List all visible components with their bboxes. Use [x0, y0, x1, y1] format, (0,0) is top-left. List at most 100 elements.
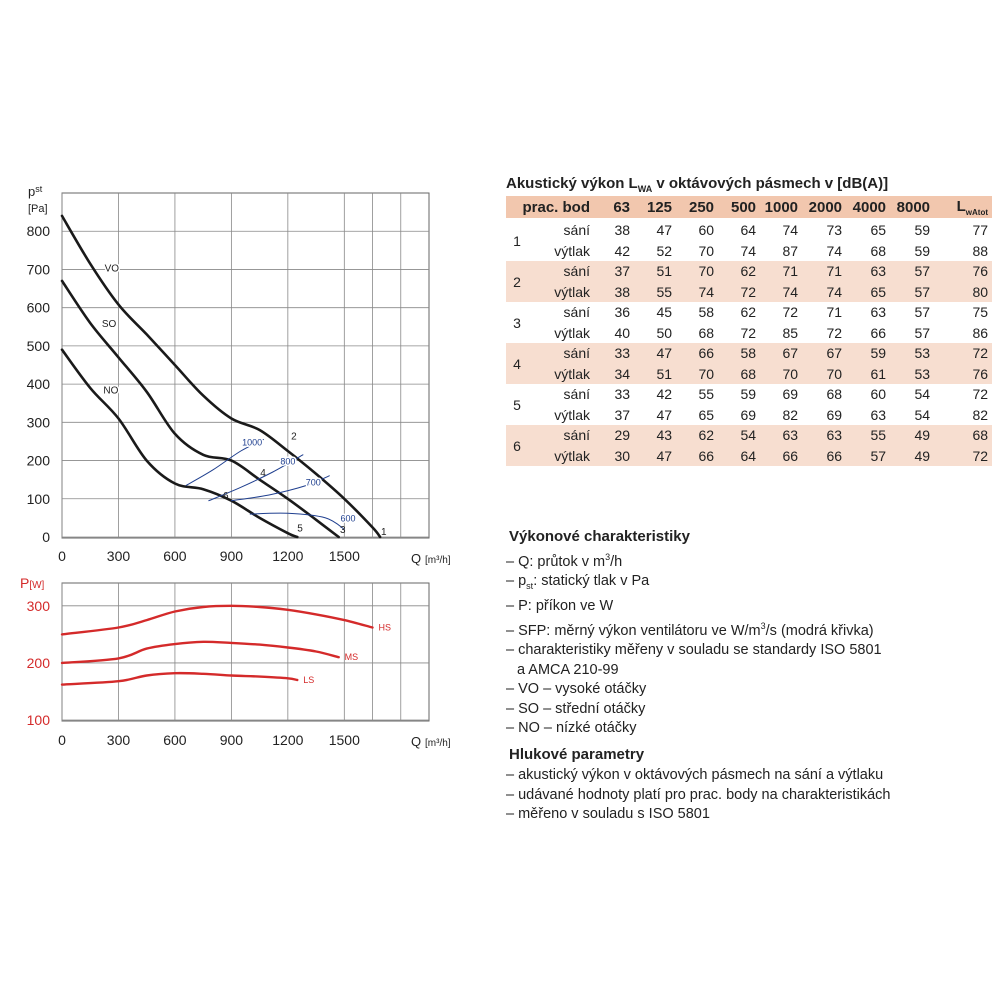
acoustic-side-label: výtlak	[528, 445, 595, 466]
acoustic-cell: 66	[802, 445, 847, 466]
fan-y-tick-400: 400	[27, 376, 51, 392]
acoustic-cell: 42	[614, 242, 631, 259]
acoustic-cell: 54	[914, 386, 931, 403]
acoustic-cell: 51	[634, 261, 677, 282]
acoustic-cell: 72	[740, 324, 757, 341]
acoustic-cell: 38	[614, 222, 631, 239]
fan-point-label-5: 5	[297, 523, 303, 534]
power-x-tick-0: 0	[58, 732, 66, 748]
fan-curve-label-SO: SO	[102, 319, 117, 330]
power-series-MS	[60, 640, 340, 665]
fan-x-tick-600: 600	[163, 548, 187, 564]
fan-y-tick-800: 800	[27, 223, 51, 239]
acoustic-cell: 47	[634, 445, 677, 466]
acoustic-cell: 37	[614, 406, 631, 423]
perf-item-standards-cont: a AMCA 210-99	[517, 661, 619, 678]
col-prac-bod: prac. bod	[506, 196, 595, 218]
acoustic-cell: 57	[846, 445, 891, 466]
fan-y-tick-500: 500	[27, 338, 51, 354]
fan-series-NO	[60, 348, 299, 539]
acoustic-cell: 55	[634, 281, 677, 302]
acoustic-cell: 51	[634, 363, 677, 384]
acoustic-side-label: sání	[563, 386, 591, 403]
acoustic-cell: 65	[698, 406, 715, 423]
acoustic-cell: 70	[760, 363, 803, 384]
acoustic-row-2-vytlak: výtlak 38 55 74 72 74 74 65 57 80	[506, 281, 993, 302]
power-y-axis-title: P[W]	[20, 575, 45, 591]
fan-y-tick-100: 100	[27, 491, 51, 507]
fan-y-axis-title: pst	[28, 184, 43, 199]
acoustic-cell: 58	[698, 304, 715, 321]
acoustic-cell: 63	[870, 406, 887, 423]
acoustic-cell: 82	[972, 406, 989, 423]
acoustic-cell: 53	[890, 363, 935, 384]
acoustic-cell: 58	[718, 343, 761, 364]
acoustic-side-label: sání	[528, 425, 595, 446]
noise-section: Hlukové parametry – akustický výkon v ok…	[506, 746, 986, 825]
fan-x-tick-300: 300	[107, 548, 131, 564]
col-125: 125	[634, 196, 677, 218]
acoustic-cell: 57	[890, 261, 935, 282]
acoustic-cell: 63	[802, 425, 847, 446]
acoustic-cell: 74	[740, 242, 757, 259]
fan-x-axis-unit: [m³/h]	[425, 555, 451, 566]
acoustic-cell: 54	[718, 425, 761, 446]
fan-curve-label-600: 600	[341, 514, 356, 524]
fan-curve-chart: 0 100 200 300 400 500 600 700 800 0 300 600 900 1200…	[27, 184, 451, 566]
fan-x-tick-900: 900	[220, 548, 244, 564]
power-series-HS	[60, 604, 374, 636]
acoustic-side-label: sání	[528, 261, 595, 282]
fan-y-tick-300: 300	[27, 414, 51, 430]
acoustic-cell: 59	[740, 386, 757, 403]
col-lwatot: LwAtot	[934, 196, 993, 218]
perf-item-standards: – charakteristiky měřeny v souladu se st…	[506, 641, 882, 658]
acoustic-cell: 65	[870, 222, 887, 239]
power-chart: 100 200 300 0 300 600 900 1200 1500 HS MS LS P[W]…	[20, 575, 451, 749]
fan-series-600	[249, 512, 345, 530]
acoustic-cell: 69	[826, 406, 843, 423]
acoustic-cell: 88	[972, 242, 989, 259]
acoustic-row-2-sani: 2 sání 37 51 70 62 71 71 63 57 76	[506, 261, 993, 302]
power-x-tick-600: 600	[163, 732, 187, 748]
acoustic-cell: 33	[594, 343, 635, 364]
acoustic-side-label: výtlak	[528, 363, 595, 384]
acoustic-side-label: výtlak	[554, 324, 591, 341]
acoustic-cell: 65	[846, 281, 891, 302]
acoustic-cell: 66	[760, 445, 803, 466]
fan-curve-label-VO: VO	[105, 263, 120, 274]
acoustic-cell: 64	[740, 222, 757, 239]
acoustic-cell: 62	[718, 261, 761, 282]
acoustic-cell: 70	[676, 363, 719, 384]
fan-chart-frame	[61, 192, 430, 539]
acoustic-side-label: sání	[563, 222, 591, 239]
acoustic-cell: 82	[782, 406, 799, 423]
acoustic-cell: 66	[870, 324, 887, 341]
perf-item-power: – P: příkon ve W	[506, 597, 614, 614]
performance-list: – Q: průtok v m3/h – pst: statický tlak …	[506, 548, 986, 739]
acoustic-cell: 66	[676, 343, 719, 364]
perf-item-vo: – VO – vysoké otáčky	[506, 681, 647, 698]
acoustic-cell: 30	[594, 445, 635, 466]
acoustic-cell: 69	[782, 386, 799, 403]
acoustic-cell: 54	[914, 406, 931, 423]
acoustic-cell: 49	[890, 425, 935, 446]
acoustic-cell: 60	[870, 386, 887, 403]
acoustic-cell: 49	[890, 445, 935, 466]
acoustic-cell: 74	[676, 281, 719, 302]
power-series-label-HS: HS	[379, 623, 392, 633]
power-curve-labels: HS MS LS	[303, 623, 391, 686]
acoustic-cell: 59	[846, 343, 891, 364]
acoustic-header-row: prac. bod 63 125 250 500 1000 2000 4000 …	[506, 196, 993, 218]
perf-item-pst: – pst: statický tlak v Pa	[506, 573, 650, 592]
acoustic-cell: 66	[676, 445, 719, 466]
fan-series-700	[230, 475, 330, 502]
acoustic-cell: 59	[914, 242, 931, 259]
perf-item-q: – Q: průtok v m3/h	[506, 552, 623, 570]
fan-series-800	[208, 454, 304, 502]
fan-point-label-2: 2	[291, 432, 297, 443]
acoustic-cell: 76	[934, 261, 993, 282]
fan-curve-label-1000: 1000	[242, 437, 262, 447]
acoustic-side-label: výtlak	[554, 242, 591, 259]
power-x-tick-900: 900	[220, 732, 244, 748]
